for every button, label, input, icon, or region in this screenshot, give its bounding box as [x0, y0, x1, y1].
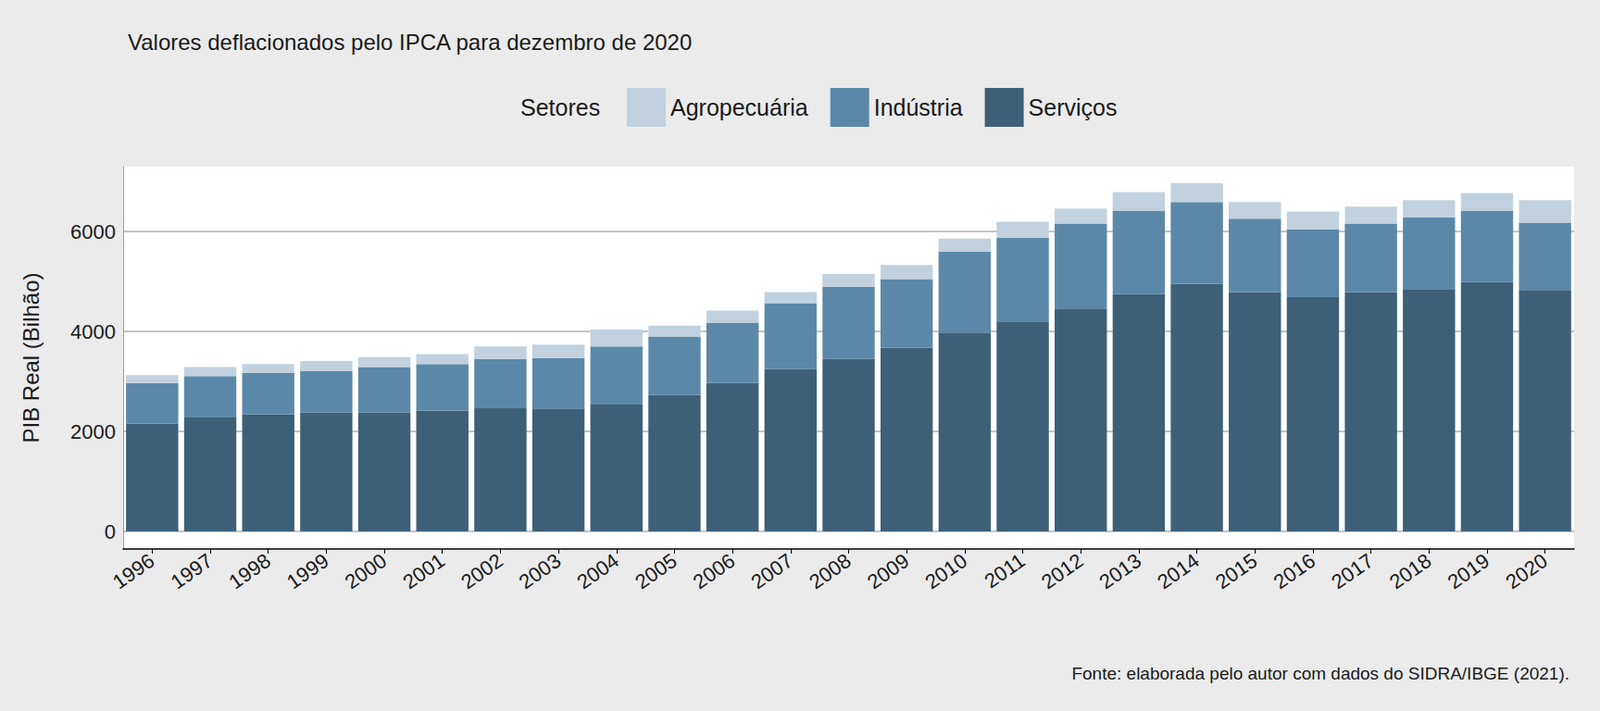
svg-text:2018: 2018 [1385, 549, 1436, 595]
svg-text:PIB Real (Bilhão): PIB Real (Bilhão) [18, 272, 44, 443]
svg-text:2007: 2007 [747, 549, 798, 595]
svg-text:0: 0 [104, 520, 116, 544]
svg-text:2011: 2011 [980, 549, 1030, 594]
svg-text:2004: 2004 [573, 549, 624, 595]
svg-text:2009: 2009 [862, 549, 913, 595]
svg-text:2016: 2016 [1269, 549, 1320, 595]
svg-text:2010: 2010 [921, 549, 972, 595]
svg-text:Agropecuária: Agropecuária [670, 94, 809, 121]
svg-text:Serviços: Serviços [1028, 94, 1118, 121]
svg-text:2014: 2014 [1152, 549, 1203, 595]
svg-text:2012: 2012 [1037, 549, 1088, 595]
svg-text:1998: 1998 [224, 549, 275, 595]
svg-text:2020: 2020 [1500, 549, 1551, 595]
svg-text:2005: 2005 [630, 549, 681, 595]
svg-text:Fonte: elaborada pelo autor co: Fonte: elaborada pelo autor com dados do… [1071, 663, 1570, 684]
svg-text:2015: 2015 [1211, 549, 1262, 595]
svg-text:Indústria: Indústria [874, 94, 963, 121]
svg-text:Setores: Setores [520, 94, 600, 121]
svg-text:1997: 1997 [166, 549, 217, 595]
svg-text:6000: 6000 [70, 220, 116, 244]
svg-text:4000: 4000 [70, 320, 116, 344]
svg-text:Valores deflacionados pelo IPC: Valores deflacionados pelo IPCA para dez… [127, 29, 692, 55]
svg-text:2001: 2001 [398, 549, 449, 595]
svg-text:2000: 2000 [340, 549, 391, 595]
svg-text:1999: 1999 [282, 549, 333, 595]
svg-text:2006: 2006 [688, 549, 739, 595]
svg-text:2003: 2003 [514, 549, 565, 595]
svg-text:2017: 2017 [1326, 549, 1377, 595]
svg-text:1996: 1996 [108, 549, 159, 595]
svg-text:2013: 2013 [1095, 549, 1146, 595]
svg-text:2008: 2008 [804, 549, 855, 595]
svg-text:2002: 2002 [456, 549, 507, 595]
svg-text:2000: 2000 [70, 420, 116, 444]
svg-text:2019: 2019 [1443, 549, 1494, 595]
